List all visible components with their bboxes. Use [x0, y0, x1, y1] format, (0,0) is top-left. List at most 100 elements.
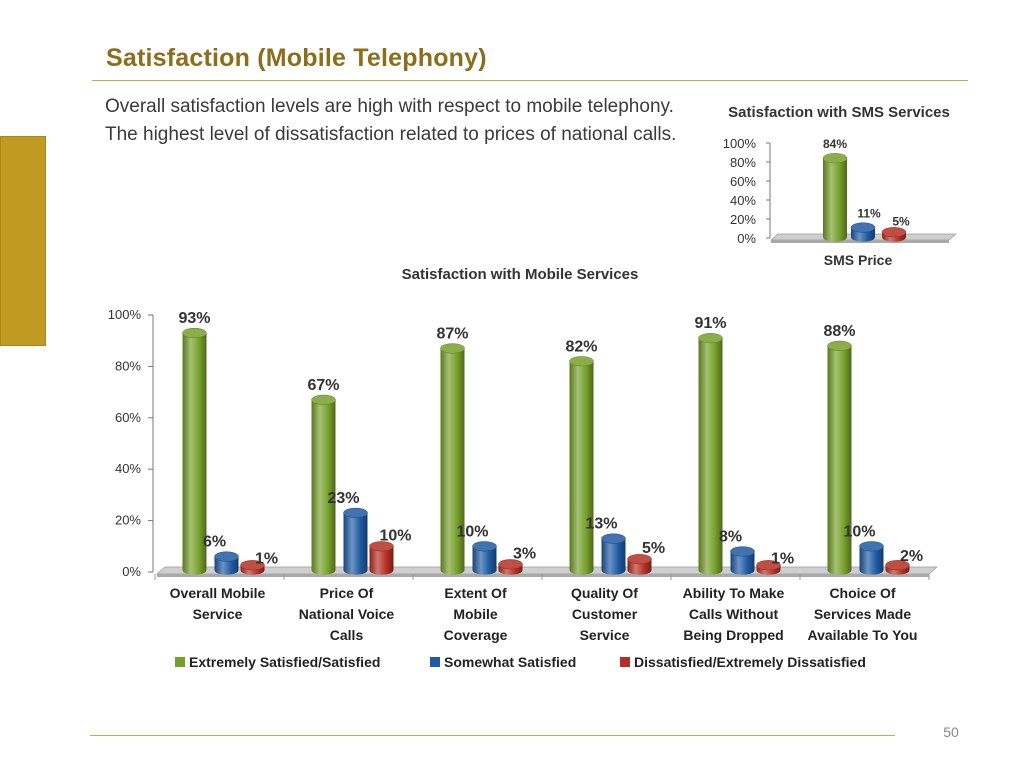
bar-satisfied-top — [440, 343, 465, 354]
bar-satisfied — [182, 327, 207, 575]
bar-satisfied — [569, 356, 594, 575]
data-label: 93% — [178, 310, 210, 327]
sms-y-tick-label: 80% — [730, 155, 756, 170]
data-label: 13% — [585, 516, 617, 533]
category-label: Coverage — [444, 627, 508, 643]
bar-satisfied-body — [182, 332, 207, 575]
category-label: Available To You — [808, 627, 918, 643]
category-label: Mobile — [453, 606, 498, 622]
bar-somewhat-top — [859, 541, 884, 552]
sms-y-tick-label: 100% — [723, 136, 757, 151]
bar-somewhat — [601, 533, 626, 575]
footer-divider — [90, 735, 895, 736]
chart-floor-edge — [157, 574, 929, 577]
accent-bar — [0, 136, 46, 346]
data-label: 67% — [307, 377, 339, 394]
y-tick-label: 60% — [115, 410, 141, 425]
bar-dissatisfied-top — [627, 554, 652, 565]
bar-satisfied-body — [311, 399, 336, 575]
category-label: Service — [580, 627, 630, 643]
bar-somewhat — [730, 546, 755, 575]
category-label: Calls — [330, 627, 364, 643]
category-label: Calls Without — [689, 606, 779, 622]
category-label: Quality Of — [571, 585, 638, 601]
bar-somewhat-body — [343, 512, 368, 575]
sms-chart: Satisfaction with SMS Services 0% 20% 40% 60… — [723, 104, 957, 268]
data-label: 88% — [823, 323, 855, 340]
data-label: 82% — [565, 338, 597, 355]
bar-dissatisfied-top — [240, 560, 265, 571]
bar-somewhat — [214, 551, 239, 575]
data-label: 10% — [843, 523, 875, 540]
chart-floor — [156, 566, 938, 575]
data-label: 10% — [379, 527, 411, 544]
bar-somewhat-top — [730, 546, 755, 557]
bar-somewhat-top — [472, 541, 497, 552]
category-label: Extent Of — [444, 585, 507, 601]
sms-data-label: 11% — [857, 207, 881, 221]
bar-dissatisfied-top — [885, 560, 910, 571]
bar-satisfied-top — [698, 333, 723, 344]
sms-y-tick-label: 0% — [737, 231, 756, 246]
category-label: Service — [193, 606, 243, 622]
sms-data-label: 84% — [823, 137, 847, 151]
sms-bar-somewhat-top — [850, 222, 876, 233]
intro-text: Overall satisfaction levels are high wit… — [105, 96, 677, 145]
bar-dissatisfied-top — [369, 541, 394, 552]
bar-dissatisfied — [498, 559, 523, 575]
category-label: Choice Of — [829, 585, 895, 601]
category-label: Customer — [572, 606, 638, 622]
data-label: 23% — [327, 490, 359, 507]
legend-label: Somewhat Satisfied — [444, 654, 576, 670]
data-label: 3% — [513, 545, 536, 562]
sms-bar-satisfied-body — [823, 158, 847, 242]
bar-dissatisfied — [885, 560, 910, 575]
legend-swatch — [620, 657, 630, 667]
legend-swatch — [175, 657, 185, 667]
category-label: National Voice — [299, 606, 395, 622]
bar-dissatisfied-top — [498, 559, 523, 570]
slide-title: Satisfaction (Mobile Telephony) — [106, 44, 487, 72]
bar-somewhat — [472, 541, 497, 575]
bar-satisfied — [827, 340, 852, 575]
legend-label: Dissatisfied/Extremely Dissatisfied — [634, 654, 866, 670]
sms-bar-satisfied — [822, 153, 848, 242]
data-label: 1% — [771, 550, 794, 567]
mobile-services-chart: Satisfaction with Mobile Services 0% 20% 40… — [108, 266, 938, 670]
category-label: Overall Mobile — [170, 585, 266, 601]
data-label: 1% — [255, 550, 278, 567]
bar-dissatisfied — [240, 560, 265, 575]
bar-dissatisfied — [369, 541, 394, 575]
bar-dissatisfied — [627, 554, 652, 575]
category-label: Ability To Make — [683, 585, 785, 601]
category-label: Being Dropped — [683, 627, 783, 643]
y-tick-label: 80% — [115, 358, 141, 373]
data-label: 10% — [456, 523, 488, 540]
category-label: Services Made — [814, 606, 911, 622]
bar-dissatisfied — [756, 560, 781, 575]
bar-satisfied — [698, 333, 723, 575]
bar-satisfied-body — [440, 348, 465, 575]
data-label: 5% — [642, 540, 665, 557]
bar-satisfied-body — [698, 338, 723, 575]
bar-satisfied-body — [827, 345, 852, 575]
data-label: 87% — [436, 325, 468, 342]
bar-satisfied-top — [827, 340, 852, 351]
bar-satisfied-top — [182, 327, 207, 339]
bar-somewhat-body — [859, 546, 884, 575]
sms-y-tick-label: 20% — [730, 212, 756, 227]
data-label: 2% — [900, 548, 923, 565]
bar-dissatisfied-top — [756, 560, 781, 571]
sms-y-tick-label: 40% — [730, 193, 756, 208]
y-tick-label: 40% — [115, 461, 141, 476]
legend-swatch — [430, 657, 440, 667]
bar-somewhat-body — [472, 546, 497, 575]
data-label: 91% — [694, 315, 726, 332]
data-label: 6% — [203, 534, 226, 551]
y-tick-label: 100% — [108, 307, 142, 322]
y-tick-label: 20% — [115, 513, 141, 528]
bar-satisfied-top — [569, 356, 594, 367]
sms-y-tick-label: 60% — [730, 174, 756, 189]
bar-somewhat-top — [214, 551, 239, 562]
bar-somewhat — [343, 507, 368, 575]
